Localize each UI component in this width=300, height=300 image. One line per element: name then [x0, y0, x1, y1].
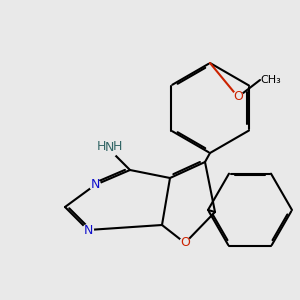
Circle shape [180, 238, 190, 248]
Circle shape [82, 225, 93, 236]
Text: O: O [180, 236, 190, 250]
Text: N: N [90, 178, 100, 191]
Text: N: N [105, 142, 114, 154]
Circle shape [90, 180, 101, 190]
Text: CH₃: CH₃ [260, 75, 281, 85]
Circle shape [232, 92, 243, 102]
Text: O: O [233, 91, 243, 103]
Circle shape [100, 139, 118, 157]
Text: H: H [97, 140, 106, 153]
Text: N: N [83, 224, 93, 236]
Text: H: H [112, 140, 122, 153]
